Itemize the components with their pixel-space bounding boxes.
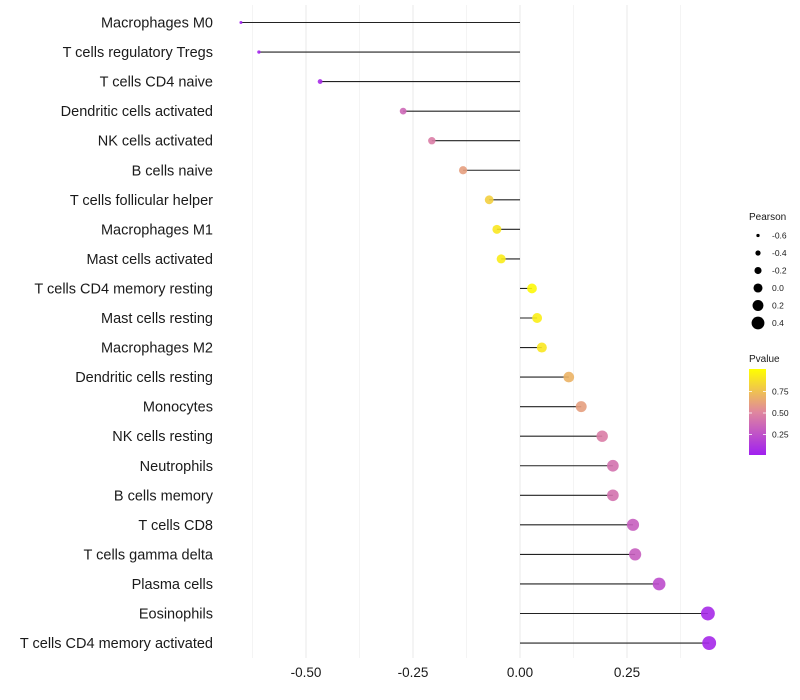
lollipop-point <box>492 224 502 234</box>
size-legend-label: 0.0 <box>772 283 784 293</box>
size-legend-key <box>751 316 765 330</box>
size-legend-label: -0.4 <box>772 248 787 258</box>
size-legend-label: 0.4 <box>772 318 784 328</box>
lollipop-point <box>596 430 608 442</box>
y-tick-label: T cells CD4 memory activated <box>20 636 213 652</box>
y-tick-label: B cells memory <box>114 488 214 504</box>
lollipop-point <box>575 401 587 413</box>
size-legend-label: -0.6 <box>772 231 787 241</box>
lollipop-point <box>629 548 642 561</box>
lollipop-segments <box>240 21 710 644</box>
color-bar <box>749 369 766 455</box>
lollipop-point <box>532 313 543 323</box>
y-tick-label: Mast cells resting <box>101 311 213 327</box>
y-tick-label: Neutrophils <box>140 459 213 475</box>
color-legend-title: Pvalue <box>749 354 780 365</box>
y-tick-label: NK cells activated <box>98 134 213 150</box>
lollipop-point <box>399 107 407 115</box>
y-tick-label: T cells follicular helper <box>70 193 213 209</box>
x-tick-label: 0.25 <box>614 665 640 680</box>
y-tick-label: Macrophages M2 <box>101 341 213 357</box>
size-legend-key <box>754 266 762 275</box>
lollipop-point <box>536 342 547 353</box>
x-axis-labels: -0.50 -0.25 0.00 0.25 <box>291 665 641 680</box>
size-legend-title: Pearson <box>749 212 786 223</box>
y-tick-label: Eosinophils <box>139 607 213 623</box>
size-legend-key <box>753 283 763 293</box>
y-tick-label: NK cells resting <box>112 429 213 445</box>
y-tick-label: Dendritic cells activated <box>61 104 213 120</box>
y-tick-label: Macrophages M1 <box>101 222 213 238</box>
lollipop-point <box>458 166 468 175</box>
lollipop-point <box>607 489 619 502</box>
color-legend-label: 0.50 <box>772 408 789 418</box>
y-tick-label: Plasma cells <box>132 577 213 593</box>
lollipop-point <box>428 136 436 145</box>
y-tick-label: T cells gamma delta <box>84 547 214 563</box>
size-legend-key <box>752 300 764 311</box>
lollipop-point <box>700 606 715 621</box>
x-tick-label: -0.25 <box>398 665 429 680</box>
y-tick-label: Monocytes <box>143 400 213 416</box>
y-tick-label: T cells CD4 memory resting <box>34 281 213 297</box>
size-legend-key <box>755 250 761 256</box>
lollipop-points <box>239 21 717 651</box>
lollipop-point <box>239 21 243 24</box>
grid-lines <box>252 5 681 658</box>
lollipop-point <box>702 636 717 651</box>
y-tick-label: B cells naive <box>132 163 213 179</box>
lollipop-point <box>484 195 494 205</box>
y-tick-label: T cells CD4 naive <box>100 75 213 91</box>
lollipop-point <box>607 459 619 472</box>
pearson-size-legend: Pearson -0.6 -0.4 -0.2 0.0 0.2 0.4 <box>749 212 787 330</box>
y-tick-label: Macrophages M0 <box>101 16 213 32</box>
color-legend-label: 0.25 <box>772 430 789 440</box>
lollipop-point <box>496 254 506 264</box>
size-legend-key <box>756 233 760 238</box>
x-tick-label: 0.00 <box>507 665 533 680</box>
lollipop-point <box>527 283 537 294</box>
lollipop-point <box>626 518 640 531</box>
y-tick-label: T cells regulatory Tregs <box>63 45 213 61</box>
lollipop-point <box>652 577 666 591</box>
y-tick-label: Mast cells activated <box>86 252 213 268</box>
pvalue-color-legend: Pvalue 0.25 0.50 0.75 <box>749 354 789 455</box>
lollipop-point <box>563 371 575 383</box>
y-tick-label: Dendritic cells resting <box>75 370 213 386</box>
lollipop-point <box>257 50 261 54</box>
x-tick-label: -0.50 <box>291 665 322 680</box>
size-legend-label: 0.2 <box>772 301 784 311</box>
color-legend-label: 0.75 <box>772 387 789 397</box>
y-axis-labels: Macrophages M0 T cells regulatory Tregs T … <box>20 16 214 653</box>
size-legend-label: -0.2 <box>772 266 787 276</box>
y-tick-label: T cells CD8 <box>138 518 213 534</box>
lollipop-point <box>317 79 323 85</box>
